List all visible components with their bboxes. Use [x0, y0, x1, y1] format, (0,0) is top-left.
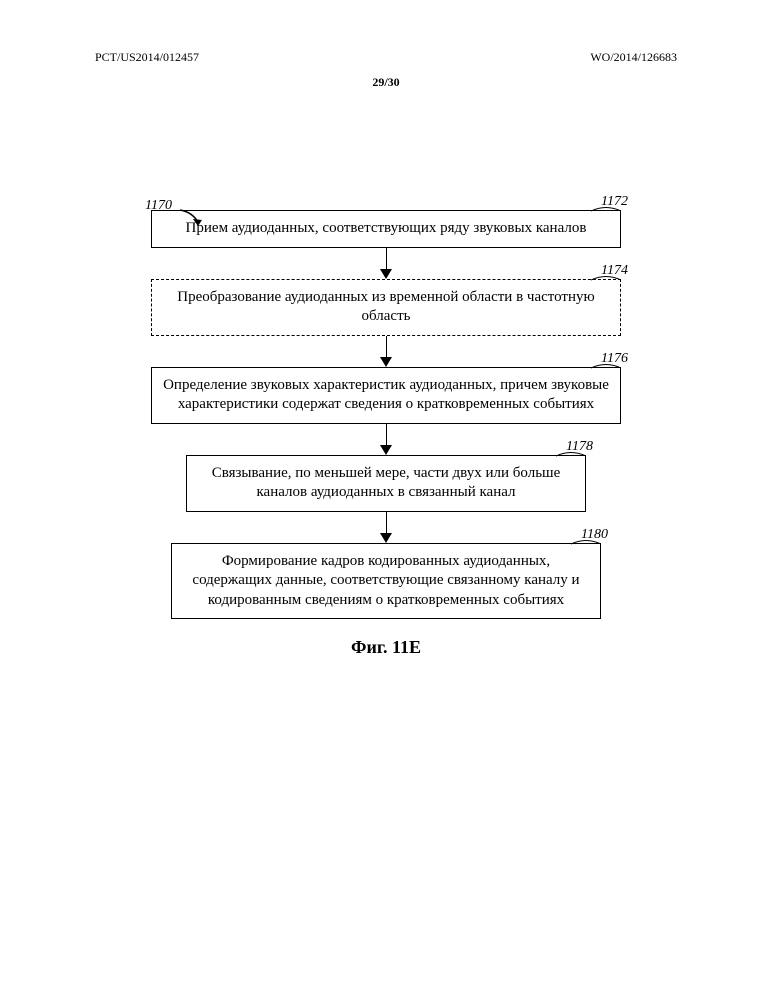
- patent-page: PCT/US2014/012457 WO/2014/126683 29/30 1…: [0, 0, 772, 999]
- arrow-down-icon: [380, 248, 392, 279]
- page-number: 29/30: [372, 75, 399, 90]
- box-text: Формирование кадров кодированных аудиода…: [192, 553, 579, 608]
- header-right: WO/2014/126683: [590, 50, 677, 65]
- flow-box-1174: 1174 Преобразование аудиоданных из време…: [151, 279, 621, 336]
- box-ref: 1178: [566, 438, 593, 456]
- flow-box-1172: 1172 Прием аудиоданных, соответствующих …: [151, 210, 621, 248]
- box-text: Определение звуковых характеристик аудио…: [163, 377, 609, 413]
- arrow-down-icon: [380, 336, 392, 367]
- arrow-down-icon: [380, 512, 392, 543]
- box-ref: 1180: [581, 526, 608, 544]
- box-ref: 1174: [601, 262, 628, 280]
- flow-box-1176: 1176 Определение звуковых характеристик …: [151, 367, 621, 424]
- box-ref: 1176: [601, 350, 628, 368]
- box-ref: 1172: [601, 193, 628, 211]
- arrow-down-icon: [380, 424, 392, 455]
- flow-box-1180: 1180 Формирование кадров кодированных ау…: [171, 543, 601, 620]
- box-text: Прием аудиоданных, соответствующих ряду …: [186, 220, 587, 236]
- box-text: Преобразование аудиоданных из временной …: [177, 289, 594, 325]
- header-left: PCT/US2014/012457: [95, 50, 199, 65]
- flowchart: 1172 Прием аудиоданных, соответствующих …: [136, 210, 636, 658]
- flow-box-1178: 1178 Связывание, по меньшей мере, части …: [186, 455, 586, 512]
- figure-caption: Фиг. 11E: [136, 637, 636, 658]
- box-text: Связывание, по меньшей мере, части двух …: [212, 465, 561, 501]
